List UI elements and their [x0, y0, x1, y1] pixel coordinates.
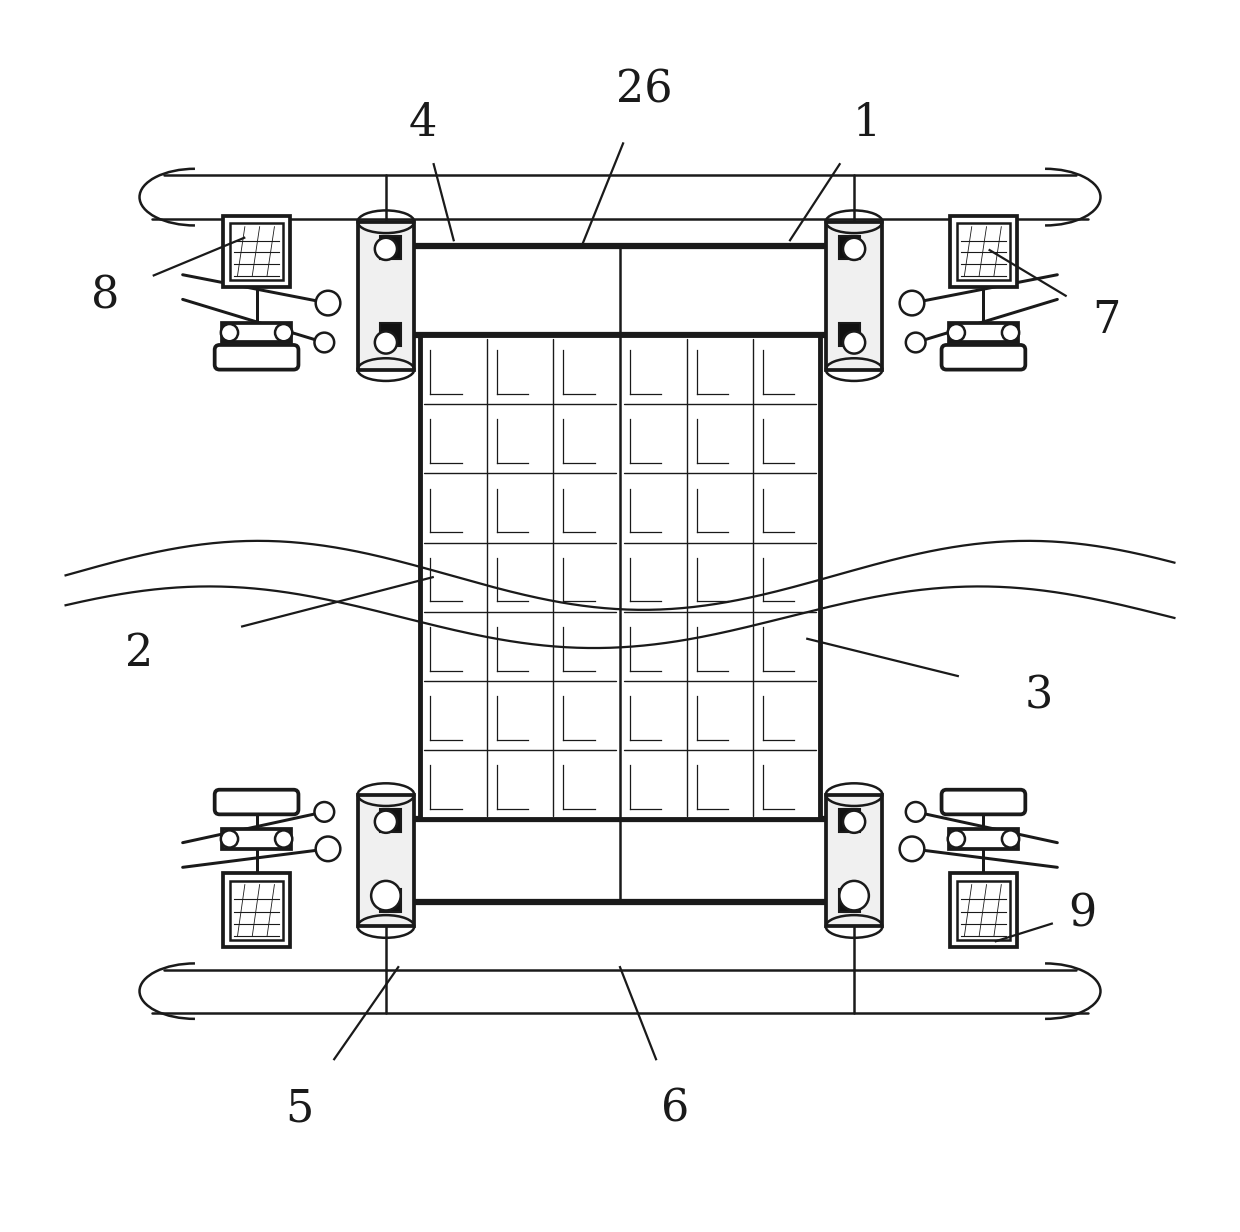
Text: 26: 26 [616, 68, 673, 112]
Circle shape [316, 291, 340, 315]
Bar [386, 819, 854, 902]
Circle shape [906, 802, 925, 822]
Bar [223, 873, 290, 947]
FancyBboxPatch shape [941, 790, 1025, 814]
Circle shape [315, 802, 334, 822]
Bar [950, 216, 1017, 287]
Bar [839, 323, 861, 346]
Circle shape [371, 881, 401, 910]
Bar [957, 223, 1009, 280]
Circle shape [900, 837, 924, 861]
FancyBboxPatch shape [215, 345, 299, 370]
Bar [379, 890, 401, 912]
Text: 7: 7 [1092, 298, 1121, 342]
Text: 5: 5 [285, 1087, 314, 1131]
Circle shape [275, 324, 293, 341]
Text: 9: 9 [1068, 892, 1096, 936]
Bar [949, 829, 1018, 849]
Bar [839, 890, 861, 912]
Bar [231, 881, 283, 940]
Circle shape [221, 830, 238, 848]
Bar [826, 795, 883, 926]
Bar [357, 795, 414, 926]
Circle shape [221, 324, 238, 341]
Bar [222, 829, 291, 849]
Bar [231, 223, 283, 280]
Bar [223, 216, 290, 287]
Circle shape [1002, 830, 1019, 848]
Bar [957, 881, 1009, 940]
Bar [379, 323, 401, 346]
Bar [826, 222, 883, 370]
Bar [949, 323, 1018, 342]
Circle shape [843, 811, 866, 833]
Bar [839, 809, 861, 832]
Circle shape [374, 331, 397, 354]
Circle shape [843, 238, 866, 260]
Circle shape [843, 331, 866, 354]
Circle shape [947, 830, 965, 848]
Bar [357, 222, 414, 370]
Bar [950, 873, 1017, 947]
Text: 2: 2 [125, 631, 154, 675]
Text: 6: 6 [661, 1087, 689, 1131]
Circle shape [839, 881, 869, 910]
Circle shape [947, 324, 965, 341]
Text: 1: 1 [852, 101, 880, 145]
Bar [839, 237, 861, 259]
Bar [386, 246, 854, 335]
Bar [379, 237, 401, 259]
FancyBboxPatch shape [941, 345, 1025, 370]
Circle shape [374, 811, 397, 833]
Bar [379, 809, 401, 832]
Text: 8: 8 [91, 274, 119, 318]
Bar [222, 323, 291, 342]
Circle shape [1002, 324, 1019, 341]
Circle shape [906, 333, 925, 352]
FancyBboxPatch shape [215, 790, 299, 814]
Circle shape [275, 830, 293, 848]
Bar [420, 335, 820, 819]
Circle shape [315, 333, 334, 352]
Circle shape [374, 238, 397, 260]
Circle shape [316, 837, 340, 861]
Text: 3: 3 [1024, 674, 1053, 718]
Circle shape [900, 291, 924, 315]
Text: 4: 4 [409, 101, 436, 145]
